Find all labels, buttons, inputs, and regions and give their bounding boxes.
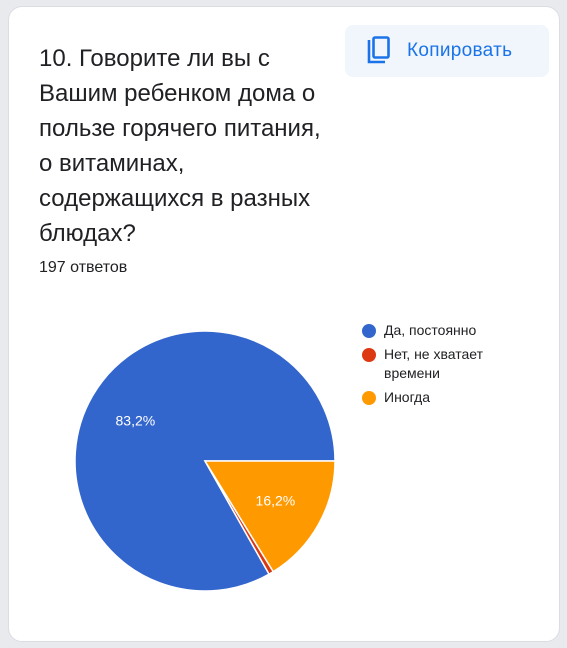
- response-count: 197 ответов: [39, 259, 128, 276]
- legend-item: Нет, не хватает времени: [362, 345, 522, 383]
- legend-swatch: [362, 391, 376, 405]
- chart-legend: Да, постоянно Нет, не хватает времени Иног…: [362, 321, 522, 412]
- copy-icon: [365, 36, 391, 66]
- question-title: 10. Говорите ли вы с Вашим ребенком дома…: [39, 45, 321, 247]
- slice-data-label: 16,2%: [256, 492, 296, 508]
- slice-da-postoyanno: [74, 330, 336, 592]
- legend-item: Да, постоянно: [362, 321, 522, 340]
- legend-label: Иногда: [384, 389, 431, 405]
- legend-label: Нет, не хватает времени: [384, 346, 484, 381]
- copy-button-label: Копировать: [407, 40, 513, 61]
- slice-data-label: 83,2%: [116, 412, 156, 428]
- copy-button[interactable]: Копировать: [345, 25, 549, 77]
- legend-item: Иногда: [362, 388, 522, 407]
- legend-label: Да, постоянно: [384, 322, 477, 338]
- legend-swatch: [362, 324, 376, 338]
- legend-swatch: [362, 348, 376, 362]
- slice-inogda: [203, 460, 336, 573]
